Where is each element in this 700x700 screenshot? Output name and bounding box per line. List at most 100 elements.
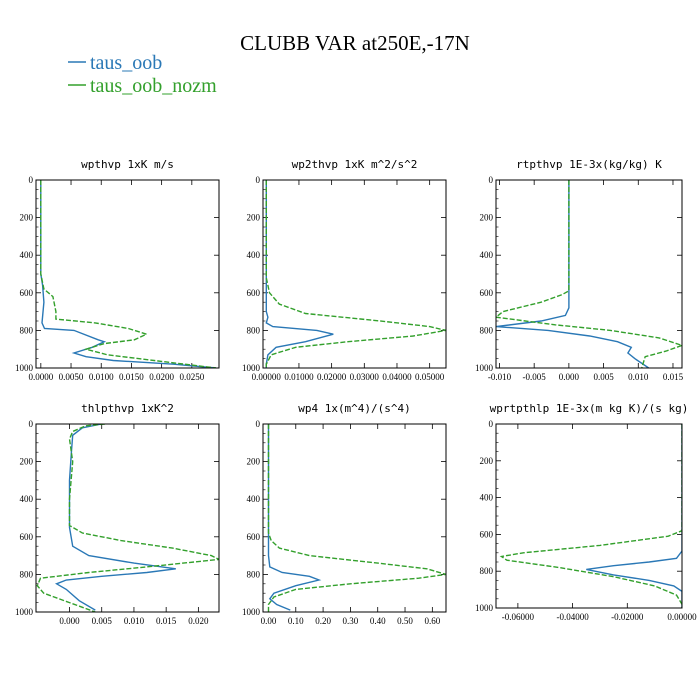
x-tick-label: 0.0000: [28, 372, 53, 382]
series-line-taus-oob: [265, 180, 334, 368]
y-tick-label: 800: [480, 566, 494, 576]
series-line-taus-oob: [54, 424, 176, 611]
x-tick-label: 0.000: [559, 372, 580, 382]
series-line-taus-oob: [267, 424, 322, 611]
y-tick-label: 200: [247, 457, 261, 467]
y-tick-label: 400: [480, 250, 494, 260]
panel-title: wpthvp 1xK m/s: [81, 158, 174, 171]
x-tick-label: 0.00000: [252, 372, 282, 382]
legend-label-taus-oob-nozm: taus_oob_nozm: [90, 75, 217, 97]
y-tick-label: 400: [480, 493, 494, 503]
y-tick-label: 1000: [475, 363, 494, 373]
x-tick-label: -0.04000: [556, 612, 589, 622]
x-tick-label: 0.30: [343, 616, 359, 626]
x-tick-label: 0.020: [188, 616, 209, 626]
y-tick-label: 200: [480, 213, 494, 223]
x-tick-label: -0.02000: [611, 612, 644, 622]
x-tick-label: 0.0200: [149, 372, 174, 382]
y-tick-label: 400: [20, 494, 34, 504]
y-tick-label: 0: [489, 175, 494, 185]
plot-frame: [495, 423, 683, 609]
y-tick-label: 800: [247, 569, 261, 579]
x-tick-label: 0.05000: [415, 372, 445, 382]
y-tick-label: 800: [480, 325, 494, 335]
y-tick-label: 800: [247, 325, 261, 335]
y-tick-label: 400: [247, 494, 261, 504]
series-line-taus-oob: [586, 424, 682, 608]
x-tick-label: 0.00000: [667, 612, 697, 622]
panel-3: rtpthvp 1E-3x(kg/kg) K02004006008001000-…: [475, 158, 684, 382]
y-tick-label: 200: [20, 457, 34, 467]
x-tick-label: 0.03000: [350, 372, 380, 382]
panel-title: thlpthvp 1xK^2: [81, 402, 174, 415]
y-tick-label: 0: [256, 175, 261, 185]
plot-frame: [262, 179, 447, 369]
x-tick-label: 0.40: [370, 616, 386, 626]
panel-2: wp2thvp 1xK m^2/s^2 0 200 400 600 800 10000.00…: [242, 158, 447, 382]
plot-frame: [495, 179, 683, 369]
y-tick-label: 400: [247, 250, 261, 260]
y-tick-label: 0: [29, 175, 34, 185]
y-tick-label: 0: [256, 419, 261, 429]
figure-title: CLUBB VAR at250E,-17N: [240, 31, 470, 55]
x-tick-label: 0.015: [156, 616, 177, 626]
series-line-taus-oob-nozm: [496, 180, 682, 368]
x-tick-label: 0.015: [663, 372, 684, 382]
series-line-taus-oob-nozm: [40, 180, 217, 368]
plot-frame: [35, 179, 220, 369]
y-tick-label: 200: [20, 213, 34, 223]
x-tick-label: 0.04000: [382, 372, 412, 382]
y-tick-label: 600: [247, 532, 261, 542]
x-tick-label: 0.0150: [119, 372, 144, 382]
y-tick-label: 1000: [475, 603, 494, 613]
x-tick-label: 0.01000: [284, 372, 314, 382]
plot-frame: [262, 423, 447, 613]
x-tick-label: 0.10: [288, 616, 304, 626]
y-tick-label: 600: [247, 288, 261, 298]
series-line-taus-oob-nozm: [265, 180, 446, 368]
y-tick-label: 1000: [242, 607, 261, 617]
x-tick-label: 0.02000: [317, 372, 347, 382]
x-tick-label: 0.00: [261, 616, 277, 626]
legend-label-taus-oob: taus_oob: [90, 52, 162, 74]
y-tick-label: 600: [20, 532, 34, 542]
panel-4: thlpthvp 1xK^2 0 200 400 600 800 1000 0.000 0.00…: [15, 402, 220, 626]
panel-6: wprtpthlp 1E-3x(m kg K)/(s kg) 0 200 400 600…: [475, 402, 697, 622]
x-tick-label: -0.010: [488, 372, 512, 382]
panel-title: wp2thvp 1xK m^2/s^2: [292, 158, 418, 171]
y-tick-label: 200: [480, 456, 494, 466]
x-tick-label: 0.005: [92, 616, 113, 626]
x-tick-label: 0.000: [59, 616, 80, 626]
y-tick-label: 600: [480, 288, 494, 298]
x-tick-label: -0.06000: [502, 612, 535, 622]
x-tick-label: 0.0250: [179, 372, 204, 382]
y-tick-label: 800: [20, 325, 34, 335]
panel-title: wprtpthlp 1E-3x(m kg K)/(s kg): [490, 402, 689, 415]
x-tick-label: 0.010: [124, 616, 145, 626]
x-tick-label: 0.010: [628, 372, 649, 382]
panel-title: wp4 1x(m^4)/(s^4): [298, 402, 411, 415]
y-tick-label: 0: [489, 419, 494, 429]
x-tick-label: 0.0050: [59, 372, 84, 382]
series-line-taus-oob-nozm: [499, 424, 682, 608]
plot-frame: [35, 423, 220, 613]
y-tick-label: 0: [29, 419, 34, 429]
series-line-taus-oob: [40, 180, 217, 368]
series-line-taus-oob: [496, 180, 650, 368]
x-tick-label: 0.0100: [89, 372, 114, 382]
series-line-taus-oob-nozm: [267, 424, 446, 612]
x-tick-label: 0.20: [315, 616, 331, 626]
y-tick-label: 600: [480, 529, 494, 539]
series-line-taus-oob-nozm: [36, 424, 219, 612]
x-tick-label: -0.005: [523, 372, 547, 382]
y-tick-label: 1000: [242, 363, 261, 373]
x-tick-label: 0.005: [593, 372, 614, 382]
y-tick-label: 200: [247, 213, 261, 223]
y-tick-label: 600: [20, 288, 34, 298]
x-tick-label: 0.50: [397, 616, 413, 626]
y-tick-label: 400: [20, 250, 34, 260]
y-tick-label: 1000: [15, 363, 34, 373]
